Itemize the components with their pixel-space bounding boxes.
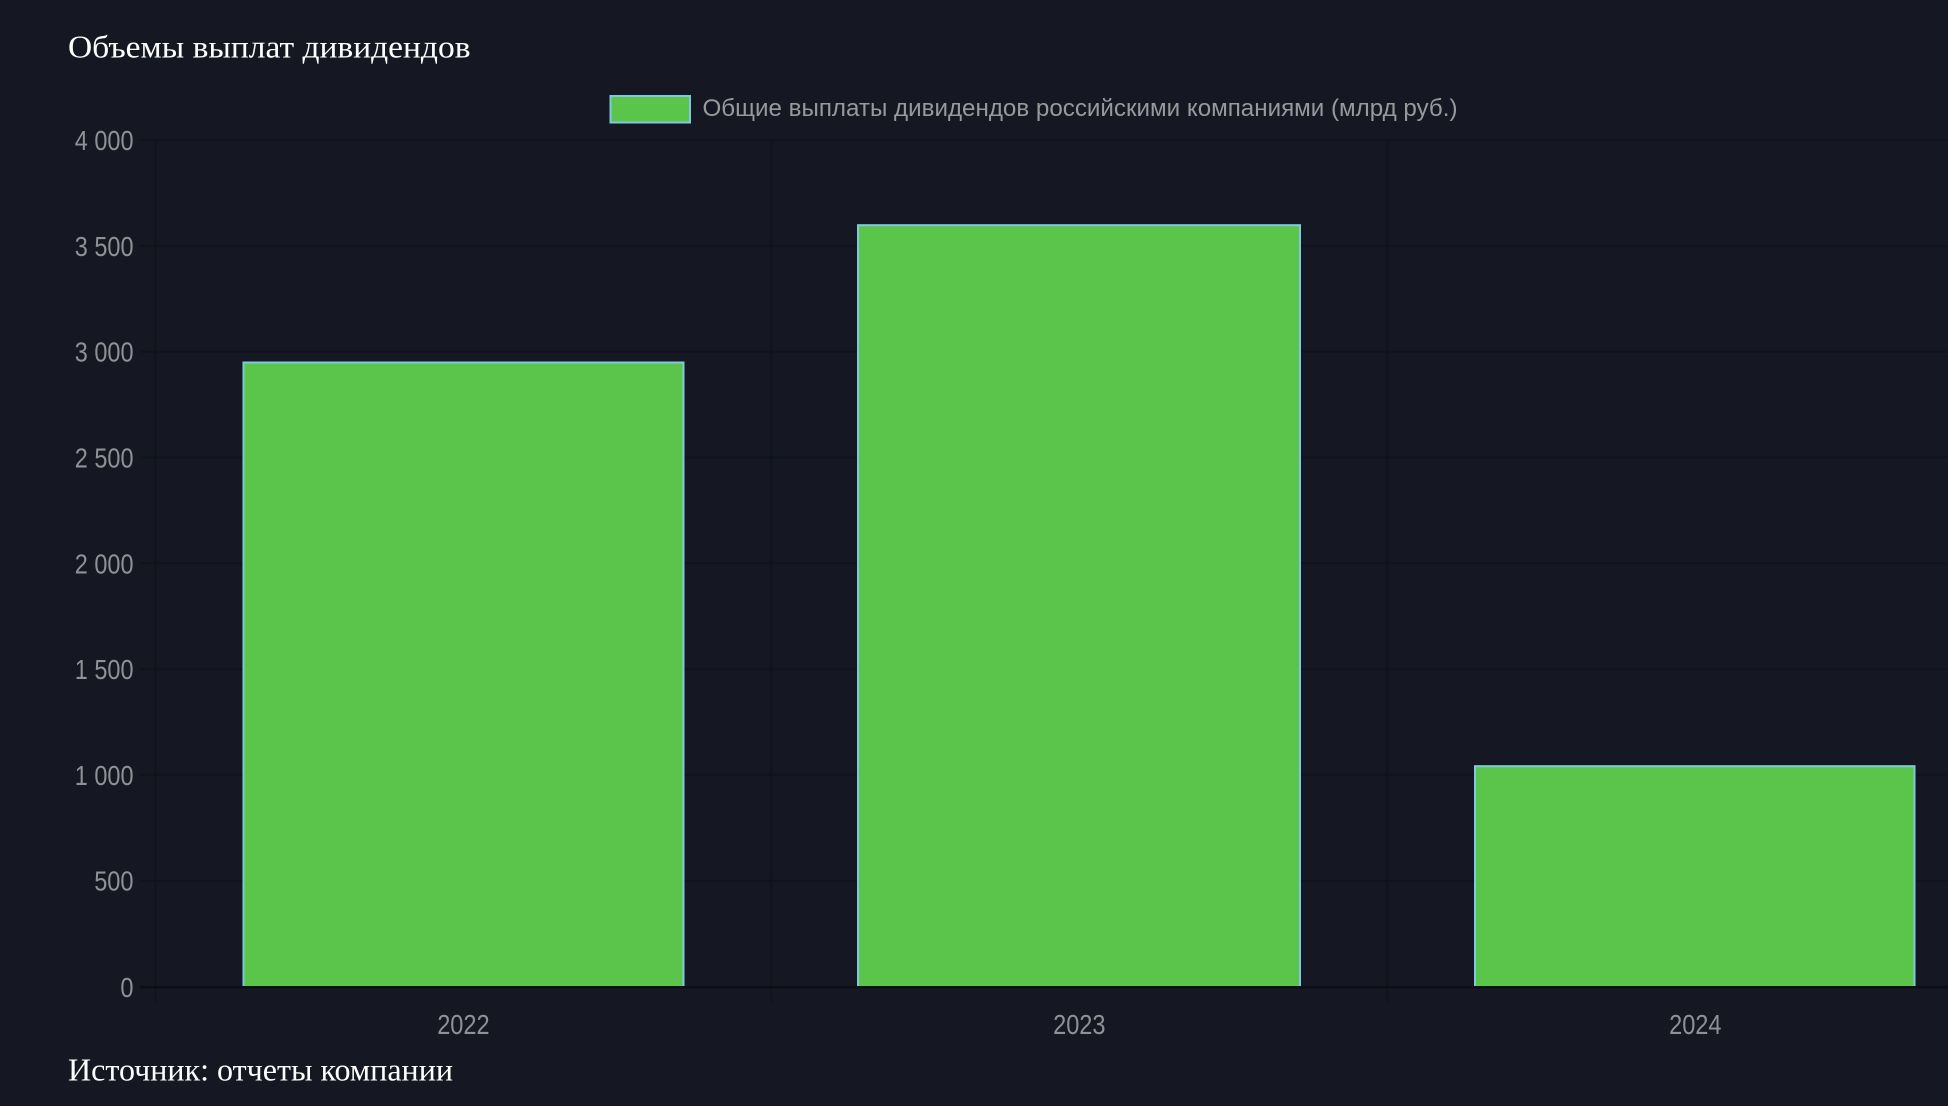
svg-text:4 000: 4 000 xyxy=(75,125,134,156)
svg-text:Источник: отчеты компании: Источник: отчеты компании xyxy=(68,1051,453,1087)
svg-text:2023: 2023 xyxy=(1053,1009,1105,1040)
svg-text:500: 500 xyxy=(94,866,133,897)
svg-text:1 500: 1 500 xyxy=(75,654,134,685)
svg-text:1 000: 1 000 xyxy=(75,760,134,791)
svg-text:2 500: 2 500 xyxy=(75,443,134,474)
svg-text:3 500: 3 500 xyxy=(75,231,134,262)
svg-text:0: 0 xyxy=(120,972,133,1003)
svg-text:2024: 2024 xyxy=(1669,1009,1721,1040)
svg-text:Общие выплаты дивидендов росси: Общие выплаты дивидендов российскими ком… xyxy=(703,95,1458,122)
svg-text:Объемы выплат дивидендов: Объемы выплат дивидендов xyxy=(68,29,471,65)
svg-text:3 000: 3 000 xyxy=(75,337,134,368)
svg-text:2 000: 2 000 xyxy=(75,548,134,579)
svg-text:2022: 2022 xyxy=(437,1009,489,1040)
